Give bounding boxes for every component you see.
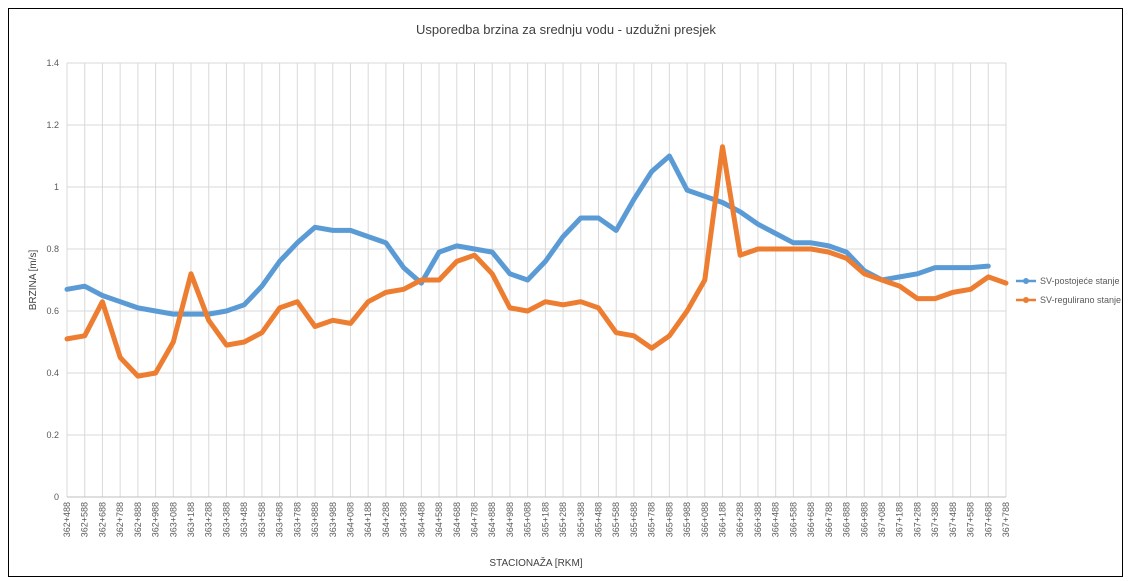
x-tick-label: 362+988 [151, 502, 161, 537]
x-tick-label: 365+288 [558, 502, 568, 537]
x-tick-label: 367+388 [930, 502, 940, 537]
x-tick-label: 362+788 [115, 502, 125, 537]
x-tick-label: 366+288 [735, 502, 745, 537]
y-tick-label: 0.4 [46, 368, 59, 378]
x-tick-label: 366+588 [788, 502, 798, 537]
x-tick-label: 365+588 [611, 502, 621, 537]
x-tick-label: 366+888 [842, 502, 852, 537]
x-tick-label: 365+488 [594, 502, 604, 537]
x-tick-label: 364+388 [399, 502, 409, 537]
x-tick-label: 365+888 [664, 502, 674, 537]
chart-border [8, 8, 1123, 577]
x-tick-label: 365+988 [682, 502, 692, 537]
x-tick-label: 362+488 [62, 502, 72, 537]
x-tick-label: 362+688 [97, 502, 107, 537]
x-tick-label: 367+188 [895, 502, 905, 537]
x-tick-label: 364+188 [363, 502, 373, 537]
x-tick-label: 363+388 [221, 502, 231, 537]
x-tick-label: 367+488 [948, 502, 958, 537]
x-tick-label: 363+188 [186, 502, 196, 537]
y-tick-label: 0.8 [46, 244, 59, 254]
y-tick-label: 0.2 [46, 430, 59, 440]
x-tick-label: 364+688 [452, 502, 462, 537]
x-tick-label: 367+788 [1001, 502, 1011, 537]
x-tick-label: 367+288 [912, 502, 922, 537]
x-tick-label: 364+088 [345, 502, 355, 537]
chart-title: Usporedba brzina za srednju vodu - uzduž… [416, 22, 716, 37]
x-tick-label: 363+588 [257, 502, 267, 537]
y-tick-label: 1.2 [46, 120, 59, 130]
x-tick-label: 366+388 [753, 502, 763, 537]
x-tick-label: 366+188 [718, 502, 728, 537]
x-tick-label: 363+888 [310, 502, 320, 537]
x-tick-label: 365+088 [523, 502, 533, 537]
series-line [64, 153, 991, 317]
x-tick-label: 365+788 [647, 502, 657, 537]
x-tick-label: 363+088 [168, 502, 178, 537]
x-tick-label: 364+588 [434, 502, 444, 537]
x-tick-label: 366+488 [771, 502, 781, 537]
legend-label: SV-regulirano stanje [1040, 295, 1121, 305]
x-tick-label: 367+088 [877, 502, 887, 537]
x-tick-label: 364+988 [505, 502, 515, 537]
y-axis-title: BRZINA [m/s] [28, 249, 39, 310]
legend-marker [1023, 278, 1029, 284]
x-tick-label: 364+488 [416, 502, 426, 537]
x-tick-label: 366+988 [859, 502, 869, 537]
x-tick-label: 363+788 [292, 502, 302, 537]
y-tick-label: 1 [54, 182, 59, 192]
x-tick-label: 362+588 [80, 502, 90, 537]
x-axis-title: STACIONAŽA [RKM] [489, 556, 582, 569]
x-tick-label: 364+888 [487, 502, 497, 537]
x-tick-label: 366+788 [824, 502, 834, 537]
x-tick-label: 363+488 [239, 502, 249, 537]
y-tick-label: 0 [54, 492, 59, 502]
x-tick-label: 366+088 [700, 502, 710, 537]
x-tick-label: 363+688 [275, 502, 285, 537]
x-tick-label: 363+988 [328, 502, 338, 537]
legend-label: SV-postojeće stanje [1040, 276, 1120, 286]
x-tick-label: 364+288 [381, 502, 391, 537]
x-tick-label: 365+188 [540, 502, 550, 537]
x-tick-label: 366+688 [806, 502, 816, 537]
x-tick-label: 367+588 [966, 502, 976, 537]
series-line [64, 144, 1009, 379]
y-tick-label: 1.4 [46, 58, 59, 68]
x-tick-label: 364+788 [469, 502, 479, 537]
x-tick-label: 365+388 [576, 502, 586, 537]
x-tick-label: 367+688 [983, 502, 993, 537]
x-tick-label: 365+688 [629, 502, 639, 537]
x-tick-label: 362+888 [133, 502, 143, 537]
y-tick-label: 0.6 [46, 306, 59, 316]
legend-marker [1023, 297, 1029, 303]
x-tick-label: 363+288 [204, 502, 214, 537]
